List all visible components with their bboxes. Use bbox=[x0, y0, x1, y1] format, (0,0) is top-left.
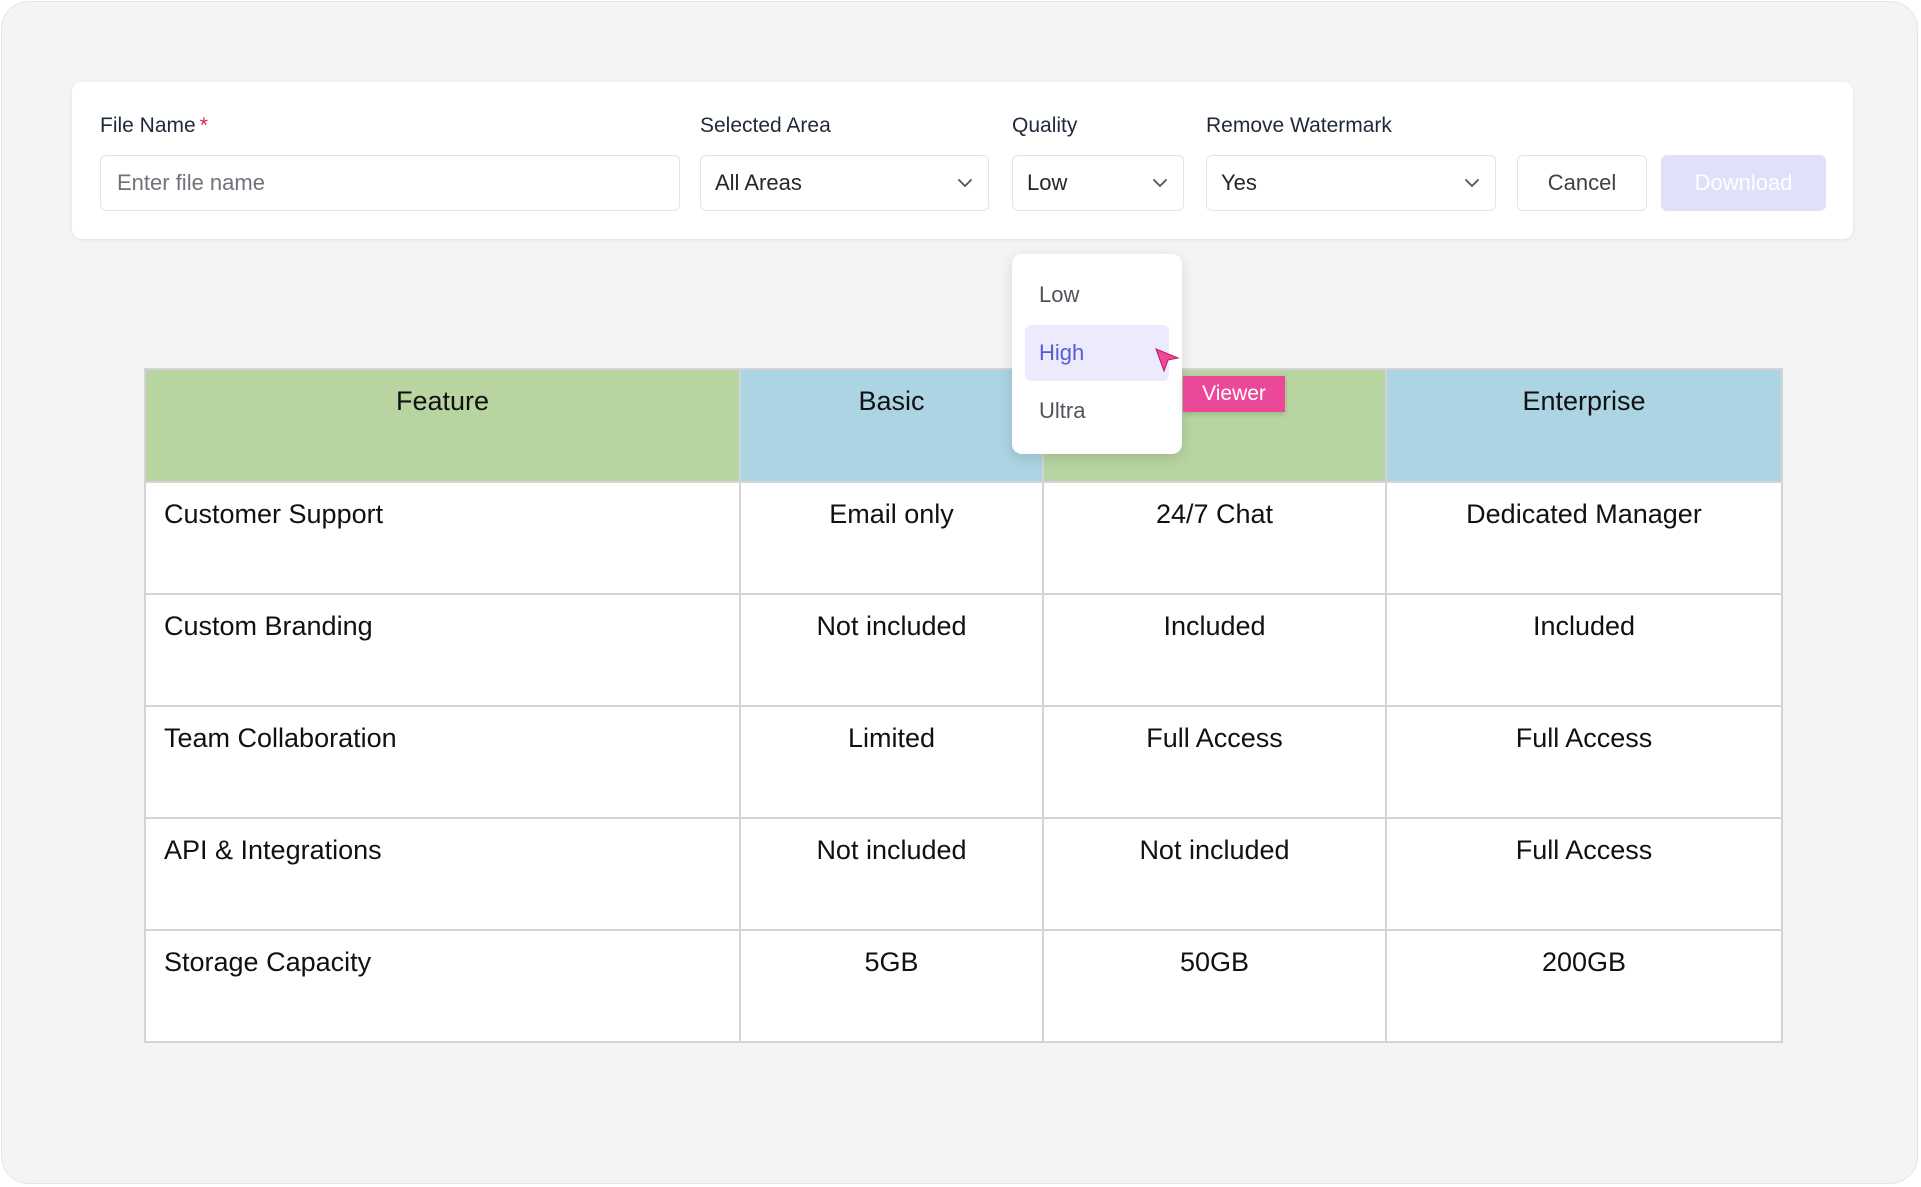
chevron-down-icon bbox=[1465, 179, 1479, 187]
feature-cell: Team Collaboration bbox=[144, 705, 741, 819]
table-row: Team Collaboration Limited Full Access F… bbox=[144, 705, 1783, 819]
enterprise-cell: Full Access bbox=[1385, 817, 1783, 931]
download-button[interactable]: Download bbox=[1661, 155, 1826, 211]
pro-cell: 24/7 Chat bbox=[1042, 481, 1387, 595]
header-feature: Feature bbox=[144, 368, 741, 483]
pro-cell: Full Access bbox=[1042, 705, 1387, 819]
feature-cell: Customer Support bbox=[144, 481, 741, 595]
table-header-row: Feature Basic Enterprise bbox=[144, 368, 1783, 483]
cancel-button[interactable]: Cancel bbox=[1517, 155, 1647, 211]
basic-cell: Limited bbox=[739, 705, 1044, 819]
plan-comparison-table: Feature Basic Enterprise Customer Suppor… bbox=[144, 368, 1783, 1043]
chevron-down-icon bbox=[958, 179, 972, 187]
quality-label: Quality bbox=[1012, 114, 1078, 137]
quality-option-high[interactable]: High bbox=[1025, 325, 1169, 381]
enterprise-cell: Dedicated Manager bbox=[1385, 481, 1783, 595]
selected-area-label: Selected Area bbox=[700, 114, 831, 137]
feature-cell: API & Integrations bbox=[144, 817, 741, 931]
remove-watermark-label: Remove Watermark bbox=[1206, 114, 1392, 137]
quality-dropdown-menu: Low High Ultra bbox=[1012, 254, 1182, 454]
enterprise-cell: 200GB bbox=[1385, 929, 1783, 1043]
quality-option-ultra[interactable]: Ultra bbox=[1039, 398, 1086, 423]
pro-cell: Included bbox=[1042, 593, 1387, 707]
pro-cell: 50GB bbox=[1042, 929, 1387, 1043]
table-row: Storage Capacity 5GB 50GB 200GB bbox=[144, 929, 1783, 1043]
basic-cell: Not included bbox=[739, 593, 1044, 707]
feature-cell: Custom Branding bbox=[144, 593, 741, 707]
quality-value: Low bbox=[1027, 170, 1068, 195]
file-name-label-wrap: File Name * bbox=[100, 114, 208, 138]
pro-cell: Not included bbox=[1042, 817, 1387, 931]
table-row: Customer Support Email only 24/7 Chat De… bbox=[144, 481, 1783, 595]
file-name-label: File Name bbox=[100, 114, 196, 137]
feature-cell: Storage Capacity bbox=[144, 929, 741, 1043]
table-row: API & Integrations Not included Not incl… bbox=[144, 817, 1783, 931]
required-asterisk: * bbox=[199, 114, 208, 137]
file-name-input[interactable] bbox=[115, 169, 665, 197]
export-toolbar: File Name* Selected Area All Areas Quali… bbox=[72, 82, 1853, 239]
quality-option-low[interactable]: Low bbox=[1039, 282, 1080, 307]
enterprise-cell: Included bbox=[1385, 593, 1783, 707]
mouse-pointer-icon bbox=[1155, 348, 1180, 373]
viewer-badge: Viewer bbox=[1183, 376, 1285, 412]
basic-cell: 5GB bbox=[739, 929, 1044, 1043]
enterprise-cell: Full Access bbox=[1385, 705, 1783, 819]
table-row: Custom Branding Not included Included In… bbox=[144, 593, 1783, 707]
header-enterprise: Enterprise bbox=[1385, 368, 1783, 483]
header-basic: Basic bbox=[739, 368, 1044, 483]
file-name-input-wrap[interactable] bbox=[100, 155, 680, 211]
selected-area-value: All Areas bbox=[715, 170, 802, 195]
basic-cell: Email only bbox=[739, 481, 1044, 595]
chevron-down-icon bbox=[1153, 179, 1167, 187]
selected-area-select[interactable]: All Areas bbox=[700, 155, 989, 211]
remove-watermark-value: Yes bbox=[1221, 170, 1257, 195]
remove-watermark-select[interactable]: Yes bbox=[1206, 155, 1496, 211]
quality-select[interactable]: Low bbox=[1012, 155, 1184, 211]
basic-cell: Not included bbox=[739, 817, 1044, 931]
